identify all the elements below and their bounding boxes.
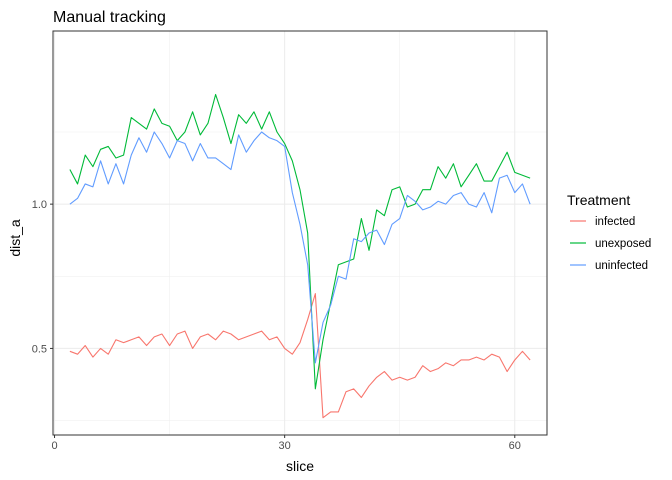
legend-label-unexposed: unexposed: [595, 238, 651, 250]
x-axis-label: slice: [286, 458, 314, 474]
x-tick-label: 0: [51, 440, 57, 452]
legend-label-infected: infected: [595, 216, 635, 228]
x-tick-label: 30: [279, 440, 291, 452]
legend-title: Treatment: [567, 192, 630, 208]
plot-panel: 0 30 60 0.5 1.0: [32, 30, 548, 452]
series-line-uninfected: [69, 131, 531, 364]
series-line-infected: [69, 293, 531, 419]
legend-label-uninfected: uninfected: [595, 260, 648, 272]
panel-border: [52, 30, 548, 436]
x-tick-label: 60: [509, 440, 521, 452]
y-tick-label: 0.5: [32, 343, 47, 355]
series-line-unexposed: [69, 93, 531, 390]
y-axis-label: dist_a: [7, 219, 23, 257]
legend: Treatment infected unexposed uninfected: [567, 192, 651, 272]
y-tick-label: 1.0: [32, 199, 47, 211]
chart-title: Manual tracking: [53, 9, 166, 26]
